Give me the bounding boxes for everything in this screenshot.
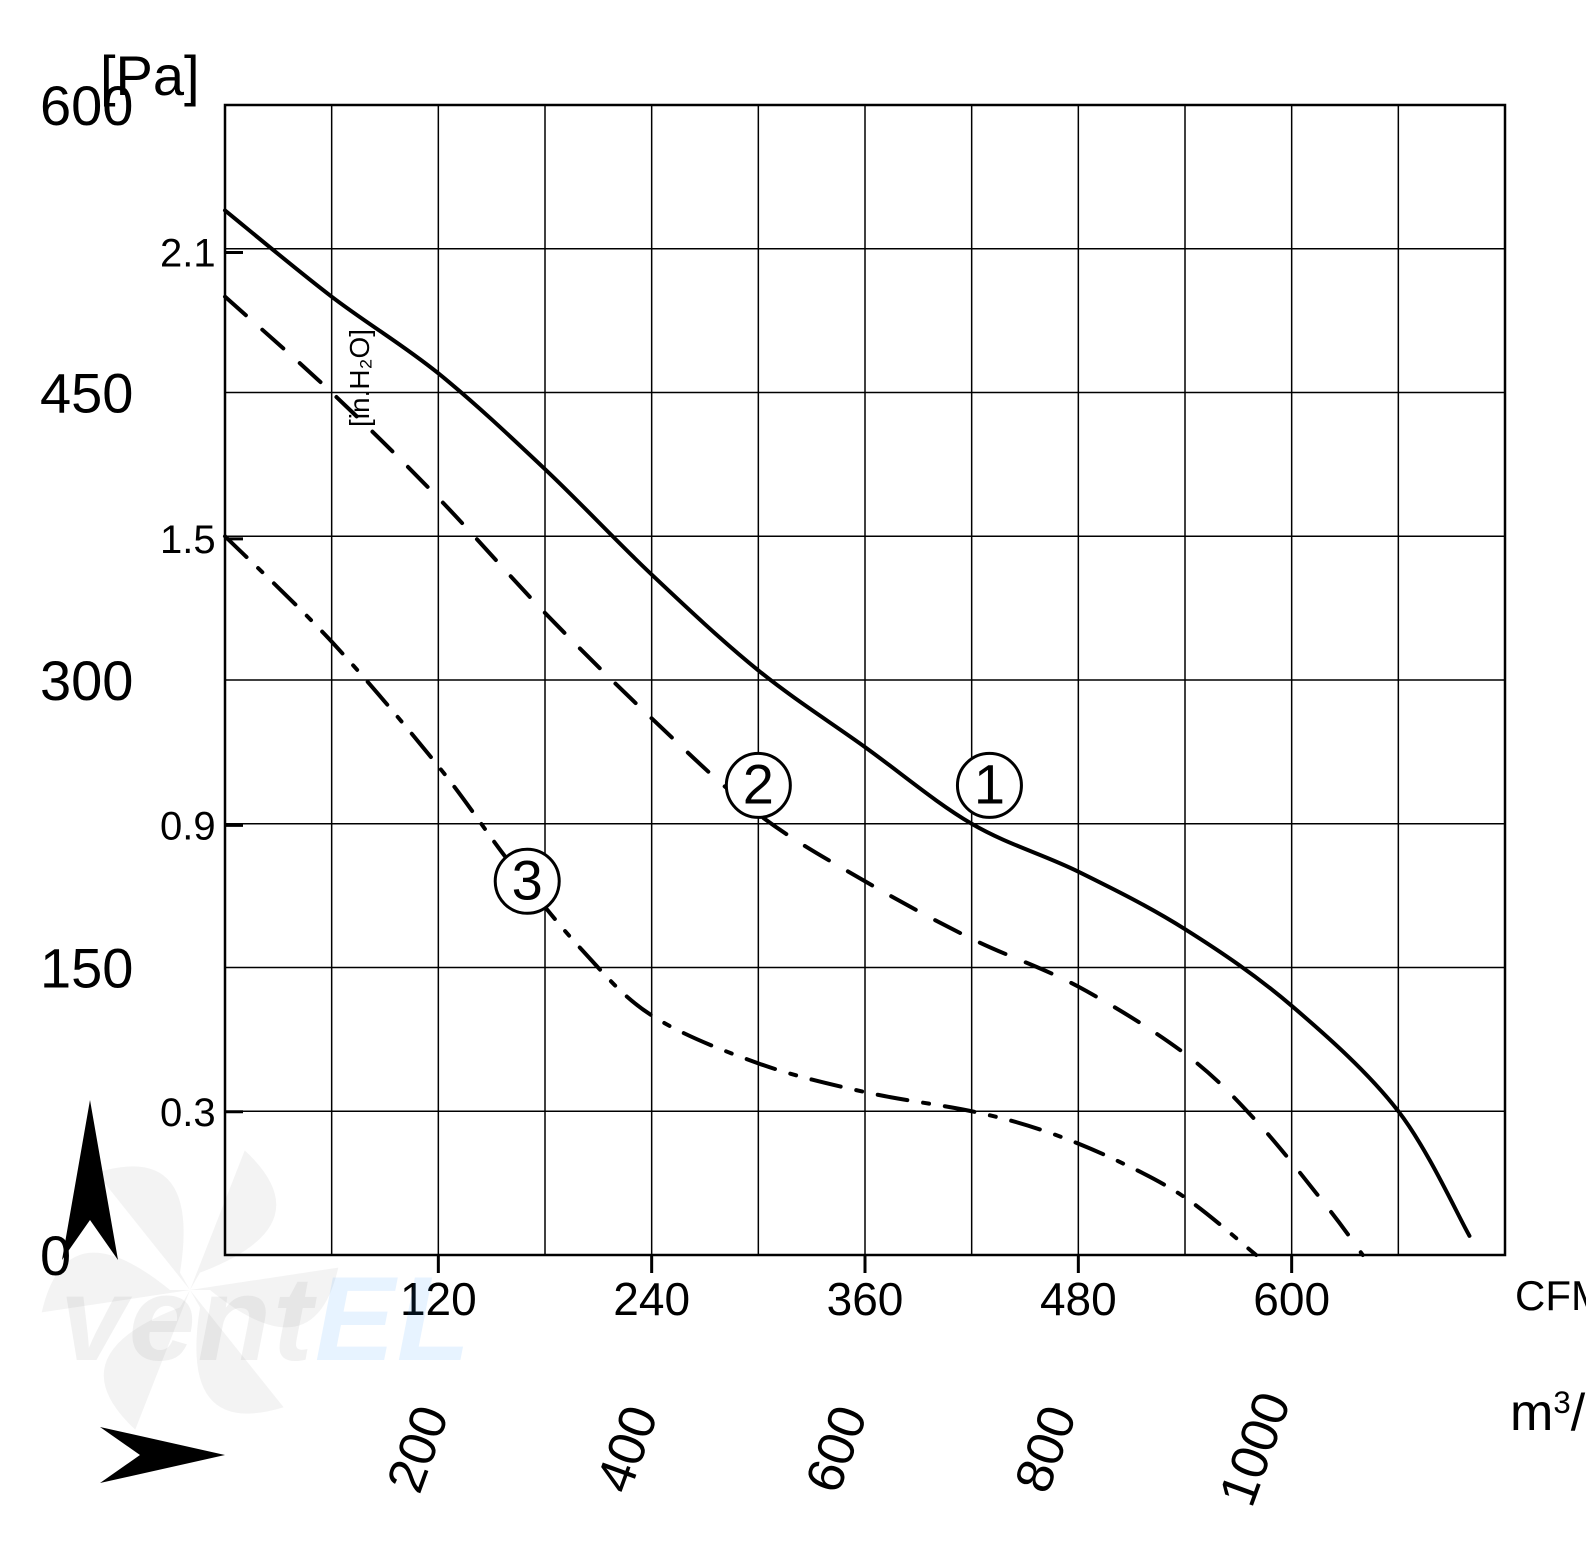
svg-text:800: 800 [1004,1399,1088,1500]
svg-text:2.1: 2.1 [160,231,216,275]
svg-text:0.9: 0.9 [160,804,216,848]
svg-text:300: 300 [40,649,133,712]
svg-text:0.3: 0.3 [160,1091,216,1135]
svg-text:1.5: 1.5 [160,518,216,562]
svg-text:150: 150 [40,937,133,1000]
performance-chart: [Pa]0150300450600[in.H₂O]0.30.91.52.1120… [0,0,1586,1564]
svg-text:450: 450 [40,362,133,425]
svg-text:2: 2 [743,752,774,815]
svg-text:0: 0 [40,1224,71,1287]
svg-text:1: 1 [974,752,1005,815]
svg-text:600: 600 [1253,1273,1330,1325]
svg-text:[in.H₂O]: [in.H₂O] [344,329,375,427]
svg-text:360: 360 [827,1273,904,1325]
svg-text:CFM: CFM [1515,1272,1586,1319]
svg-text:240: 240 [613,1273,690,1325]
svg-text:120: 120 [400,1273,477,1325]
svg-text:480: 480 [1040,1273,1117,1325]
svg-text:200: 200 [376,1399,460,1500]
svg-text:m3/h: m3/h [1510,1384,1586,1442]
svg-text:3: 3 [512,848,543,911]
svg-text:1000: 1000 [1208,1385,1302,1514]
svg-text:600: 600 [40,74,133,137]
svg-text:400: 400 [585,1399,669,1500]
svg-text:600: 600 [795,1399,879,1500]
